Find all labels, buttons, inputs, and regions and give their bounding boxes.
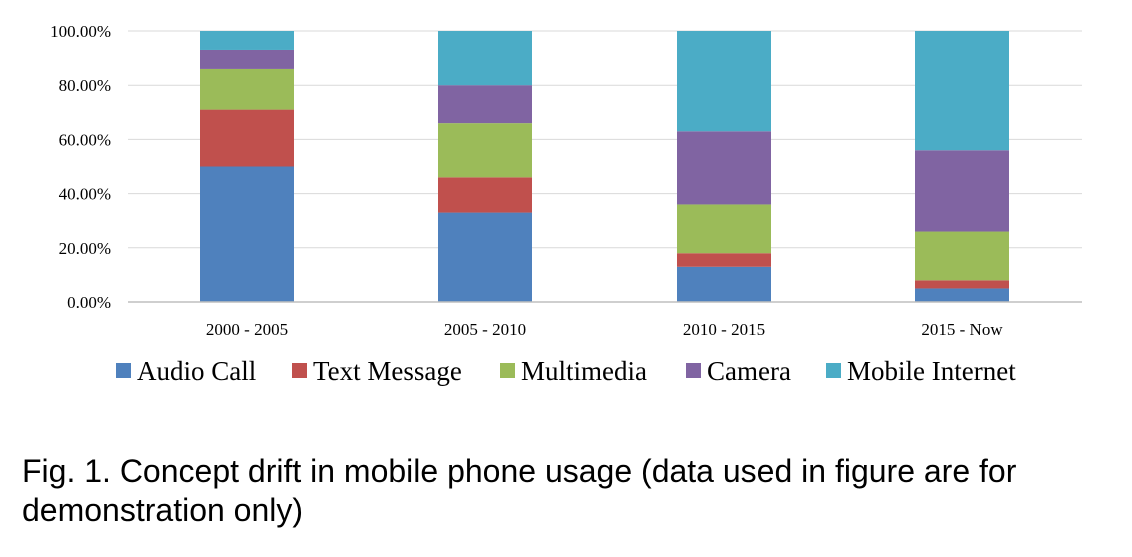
bar-segment-mobile-internet [438,31,532,86]
bar-segment-text-message [915,280,1009,289]
legend-label-text-message: Text Message [313,356,462,386]
legend-label-camera: Camera [707,356,791,386]
legend-label-multimedia: Multimedia [521,356,647,386]
legend-swatch-mobile-internet [826,363,841,378]
legend-swatch-camera [686,363,701,378]
y-tick-label: 0.00% [67,293,111,312]
stacked-bar-chart: 0.00% 20.00% 40.00% 60.00% 80.00% 100.00% 200… [50,22,1082,386]
bar-segment-audio-call [200,166,294,302]
x-tick-label: 2010 - 2015 [683,320,765,339]
bar-segment-text-message [200,109,294,167]
legend-label-mobile-internet: Mobile Internet [847,356,1016,386]
bar-segment-text-message [677,253,771,267]
bar-segment-camera [915,150,1009,232]
bar-segment-multimedia [677,204,771,254]
y-tick-label: 40.00% [59,185,111,204]
bar-segment-mobile-internet [915,31,1009,151]
x-axis-tick-labels: 2000 - 2005 2005 - 2010 2010 - 2015 2015 - … [206,320,1003,339]
x-tick-label: 2005 - 2010 [444,320,526,339]
legend-label-audio-call: Audio Call [137,356,256,386]
bar-segment-multimedia [200,68,294,110]
figure-caption: Fig. 1. Concept drift in mobile phone us… [22,453,1017,528]
bar-segment-camera [677,131,771,205]
bar-segment-mobile-internet [200,31,294,50]
y-tick-label: 80.00% [59,76,111,95]
legend-swatch-audio-call [116,363,131,378]
legend-swatch-text-message [292,363,307,378]
x-tick-label: 2000 - 2005 [206,320,288,339]
x-tick-label: 2015 - Now [921,320,1003,339]
bar-segment-multimedia [438,123,532,178]
bar-segment-mobile-internet [677,31,771,132]
bar-segment-audio-call [915,288,1009,302]
bar-segment-text-message [438,177,532,213]
legend: Audio Call Text Message Multimedia Camera Mo… [116,356,1016,386]
bar-segment-audio-call [677,266,771,302]
bar-segment-audio-call [438,212,532,302]
y-tick-label: 20.00% [59,239,111,258]
y-tick-label: 100.00% [50,22,111,41]
legend-swatch-multimedia [500,363,515,378]
y-axis-tick-labels: 0.00% 20.00% 40.00% 60.00% 80.00% 100.00% [50,22,111,312]
bar-segment-multimedia [915,231,1009,281]
bars [200,31,1009,302]
bar-segment-camera [438,85,532,124]
bar-segment-camera [200,49,294,69]
y-tick-label: 60.00% [59,130,111,149]
